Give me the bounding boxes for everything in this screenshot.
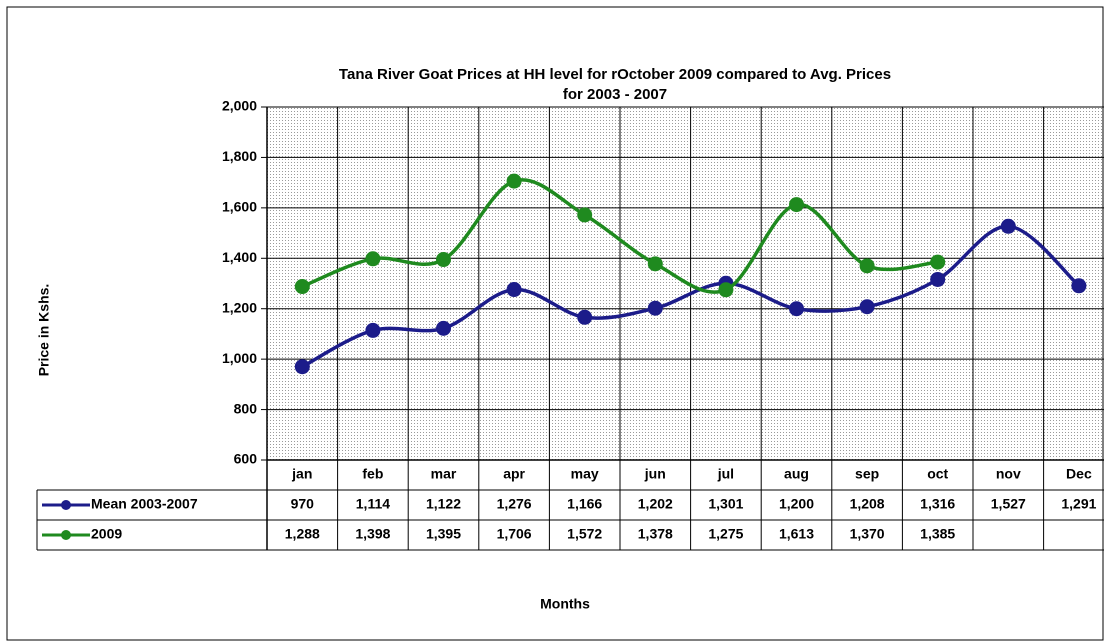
- data-table-value: 1,166: [567, 496, 602, 512]
- data-point: [577, 309, 593, 325]
- x-tick-label: feb: [362, 466, 383, 482]
- data-table-value: 1,301: [708, 496, 743, 512]
- data-point: [294, 279, 310, 295]
- y-tick-label: 1,400: [222, 249, 257, 265]
- y-axis-label: Price in Kshs.: [36, 284, 52, 377]
- data-table-value: 970: [291, 496, 315, 512]
- data-table-value: 1,395: [426, 526, 461, 542]
- data-table-value: 1,378: [638, 526, 673, 542]
- series-line: [301, 178, 938, 294]
- y-tick-label: 600: [234, 451, 258, 467]
- data-table-value: 1,613: [779, 526, 814, 542]
- data-point: [789, 301, 804, 317]
- x-tick-label: Dec: [1066, 466, 1092, 482]
- data-point: [930, 271, 946, 287]
- x-tick-label: mar: [431, 466, 457, 482]
- y-tick-label: 2,000: [222, 98, 257, 114]
- data-point: [436, 252, 451, 268]
- data-point: [859, 258, 875, 274]
- y-tick-label: 1,800: [222, 148, 257, 164]
- data-point: [506, 173, 522, 189]
- legend-label: 2009: [91, 526, 122, 542]
- x-tick-label: oct: [927, 466, 948, 482]
- data-table-value: 1,208: [850, 496, 885, 512]
- data-point: [365, 251, 381, 267]
- data-table-value: 1,316: [920, 496, 955, 512]
- data-table-value: 1,706: [497, 526, 532, 542]
- data-point: [1071, 278, 1087, 294]
- y-tick-label: 800: [234, 400, 258, 416]
- data-table-value: 1,276: [497, 496, 532, 512]
- chart-title: Tana River Goat Prices at HH level for r…: [339, 66, 891, 83]
- legend-marker: [61, 500, 71, 510]
- data-point: [1000, 218, 1016, 234]
- data-table-value: 1,572: [567, 526, 602, 542]
- data-point: [647, 300, 663, 316]
- data-table-value: 1,370: [850, 526, 885, 542]
- data-point: [577, 207, 593, 223]
- data-point: [930, 254, 946, 270]
- data-table-value: 1,527: [991, 496, 1026, 512]
- data-point: [365, 322, 381, 338]
- data-point: [436, 320, 451, 336]
- y-tick-label: 1,600: [222, 199, 257, 215]
- x-tick-label: sep: [855, 466, 879, 482]
- x-tick-label: apr: [503, 466, 525, 482]
- x-tick-label: jul: [717, 466, 734, 482]
- data-table-value: 1,114: [356, 496, 390, 512]
- data-table-value: 1,398: [355, 526, 390, 542]
- x-tick-label: aug: [784, 466, 809, 482]
- data-table-value: 1,275: [708, 526, 743, 542]
- x-tick-label: jan: [291, 466, 312, 482]
- y-tick-label: 1,200: [222, 299, 257, 315]
- legend-label: Mean 2003-2007: [91, 496, 198, 512]
- data-point: [647, 256, 663, 272]
- chart-title: for 2003 - 2007: [563, 86, 667, 103]
- data-table-value: 1,122: [426, 496, 461, 512]
- y-tick-label: 1,000: [222, 350, 257, 366]
- data-point: [789, 197, 804, 213]
- data-point: [859, 299, 875, 315]
- legend-marker: [61, 530, 71, 540]
- x-tick-label: nov: [996, 466, 1021, 482]
- data-point: [506, 282, 522, 298]
- x-tick-label: jun: [644, 466, 666, 482]
- data-table-value: 1,288: [285, 526, 320, 542]
- data-table-value: 1,385: [920, 526, 955, 542]
- x-tick-label: may: [571, 466, 599, 482]
- data-table-value: 1,200: [779, 496, 814, 512]
- data-point: [718, 282, 734, 298]
- data-point: [294, 359, 310, 375]
- data-table-value: 1,202: [638, 496, 673, 512]
- data-table-value: 1,291: [1061, 496, 1096, 512]
- x-axis-label: Months: [540, 596, 590, 612]
